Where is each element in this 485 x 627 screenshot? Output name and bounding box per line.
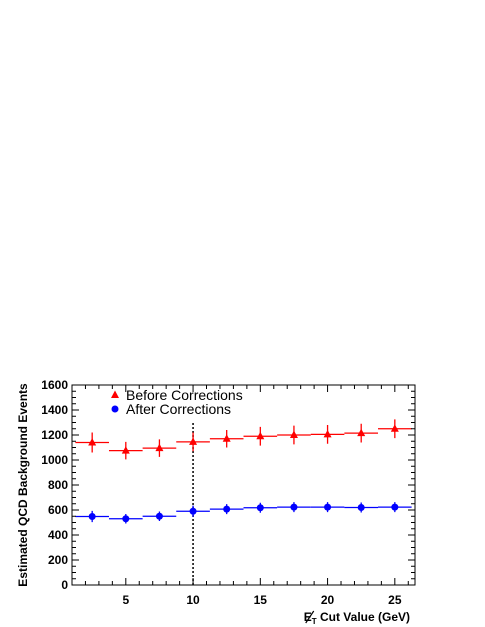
x-axis-title-subscript: T xyxy=(312,617,317,626)
data-marker xyxy=(223,505,231,513)
legend-marker xyxy=(111,390,119,398)
y-axis-title: Estimated QCD Background Events xyxy=(16,383,30,587)
data-point xyxy=(277,502,311,513)
data-marker xyxy=(189,507,197,515)
data-point xyxy=(108,514,143,524)
series-2 xyxy=(75,502,412,524)
data-marker xyxy=(324,503,332,511)
x-axis-title-symbol: E xyxy=(304,610,312,624)
data-point xyxy=(142,439,177,457)
plot-frame xyxy=(71,384,416,586)
data-marker xyxy=(222,434,231,442)
legend-label: Before Corrections xyxy=(126,387,243,403)
data-point xyxy=(310,502,345,513)
x-axis-title-text: ET Cut Value (GeV) xyxy=(304,610,410,626)
axis-titles: Estimated QCD Background Events ET Cut Va… xyxy=(16,383,410,626)
x-axis-title: ET Cut Value (GeV) xyxy=(304,610,410,626)
data-marker xyxy=(390,424,399,432)
data-marker xyxy=(155,443,164,452)
data-point xyxy=(108,441,143,460)
y-tick-label: 1600 xyxy=(41,378,68,392)
plot-area xyxy=(71,384,416,586)
data-marker xyxy=(391,503,399,511)
data-marker xyxy=(323,429,332,438)
legend-entry-1: Before Corrections xyxy=(111,387,243,403)
data-marker xyxy=(256,431,265,440)
y-tick-label: 600 xyxy=(48,503,68,517)
data-point xyxy=(142,511,177,521)
legend-label: After Corrections xyxy=(126,401,231,417)
data-point xyxy=(243,502,278,513)
data-point xyxy=(176,432,210,452)
data-point xyxy=(243,426,278,446)
x-axis-title-label: Cut Value (GeV) xyxy=(317,610,410,624)
data-point xyxy=(378,502,412,513)
data-marker xyxy=(289,430,298,438)
series-layer xyxy=(75,419,412,524)
axes-layer: 0 200 400 600 800 1000 1200 1400 1600 5 10 15 20 25 xyxy=(41,378,415,607)
data-point xyxy=(209,430,244,448)
data-point xyxy=(277,425,311,445)
y-tick-label: 1200 xyxy=(41,428,68,442)
y-tick-label: 800 xyxy=(48,478,68,492)
legend-marker xyxy=(111,405,119,413)
data-point xyxy=(75,510,109,523)
x-tick-label: 10 xyxy=(186,593,200,607)
x-tick-label: 20 xyxy=(321,593,335,607)
y-tick-label: 0 xyxy=(61,578,68,592)
data-marker xyxy=(357,428,366,437)
legend-entry-2: After Corrections xyxy=(111,401,231,417)
data-point xyxy=(209,504,244,515)
y-tick-label: 400 xyxy=(48,528,68,542)
x-tick-label: 15 xyxy=(254,593,268,607)
data-marker xyxy=(256,504,264,512)
data-marker xyxy=(88,438,97,446)
x-tick-label: 5 xyxy=(122,593,129,607)
y-tick-label: 200 xyxy=(48,553,68,567)
data-marker xyxy=(155,512,163,520)
data-marker xyxy=(88,513,96,520)
data-marker xyxy=(290,503,298,511)
data-marker xyxy=(121,446,130,454)
x-tick-label: 25 xyxy=(388,593,402,607)
data-point xyxy=(75,432,109,453)
y-tick-label: 1400 xyxy=(41,403,68,417)
data-point xyxy=(344,423,379,443)
data-marker xyxy=(189,437,198,445)
data-point xyxy=(378,419,412,439)
y-tick-label: 1000 xyxy=(41,453,68,467)
data-point xyxy=(176,505,210,517)
data-point xyxy=(310,425,345,444)
series-1 xyxy=(75,419,412,460)
data-marker xyxy=(357,504,365,511)
data-point xyxy=(344,502,379,513)
data-marker xyxy=(122,515,130,523)
missing-et-slash xyxy=(305,610,315,624)
